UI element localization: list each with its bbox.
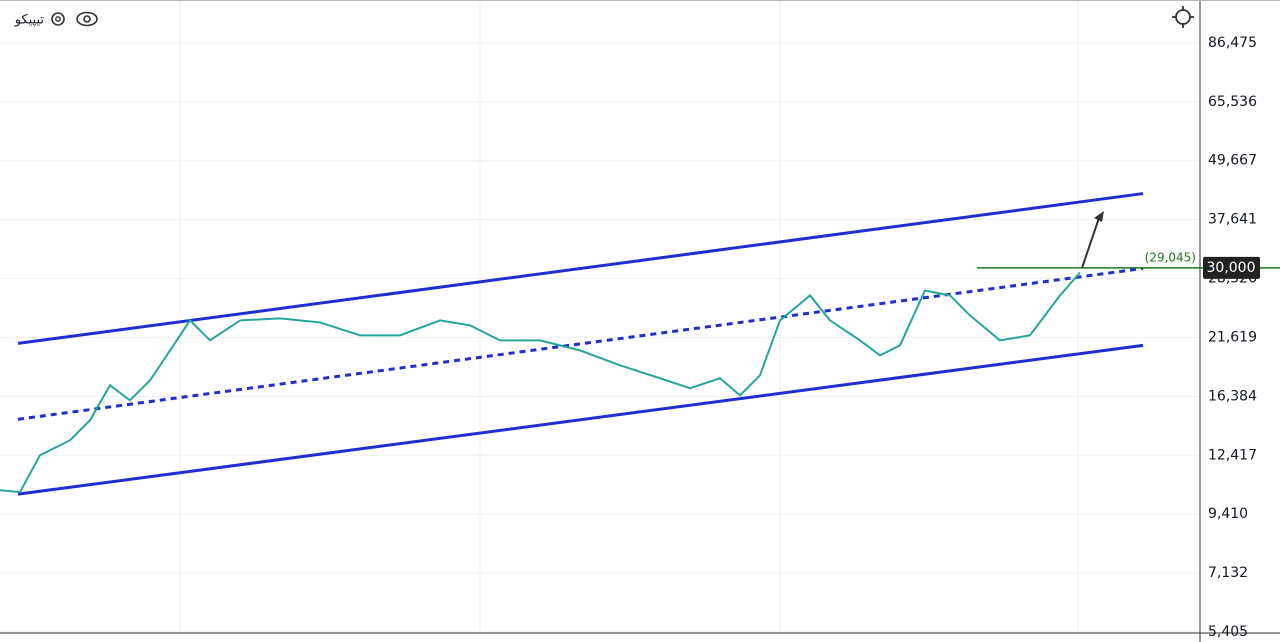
price-line xyxy=(0,271,1081,494)
visibility-icon[interactable] xyxy=(76,11,98,27)
gear xyxy=(51,12,65,26)
x-grid xyxy=(179,0,1079,632)
y-tick-label: 86,475 xyxy=(1208,35,1257,51)
settings-icon[interactable] xyxy=(51,12,65,26)
crosshair-icon[interactable] xyxy=(1172,6,1194,28)
y-tick-label: 49,667 xyxy=(1208,153,1257,169)
y-tick-label: 21,619 xyxy=(1208,329,1257,345)
pupil xyxy=(83,15,91,23)
trend-line xyxy=(17,192,1144,345)
arrow-head xyxy=(1094,211,1104,222)
price-tag xyxy=(1203,256,1260,279)
y-tick-label: 65,536 xyxy=(1208,94,1257,110)
arrow xyxy=(1081,214,1101,269)
y-axis: 5,4057,1329,41012,41716,38421,61928,5263… xyxy=(1203,35,1260,640)
y-tick-label: 37,641 xyxy=(1208,212,1257,228)
grid xyxy=(0,42,1200,633)
crosshair-ring xyxy=(1175,9,1191,25)
price-tag-label: 30,000 xyxy=(1207,260,1256,276)
y-tick-label: 5,405 xyxy=(1208,624,1248,640)
crosshair-lines xyxy=(1172,6,1194,28)
trend-line xyxy=(17,343,1144,496)
y-tick-label: 16,384 xyxy=(1208,388,1257,404)
y-tick-label: 7,132 xyxy=(1208,565,1248,581)
price-annotation: (29,045) xyxy=(1145,250,1196,264)
eye xyxy=(76,11,98,27)
y-tick-label: 12,417 xyxy=(1208,447,1257,463)
marks: (29,045) xyxy=(0,192,1280,496)
chart-title: تیپیکو xyxy=(14,13,45,28)
y-tick-label: 9,410 xyxy=(1208,506,1248,522)
gear-hub xyxy=(55,16,61,22)
trend-line xyxy=(17,266,1144,421)
